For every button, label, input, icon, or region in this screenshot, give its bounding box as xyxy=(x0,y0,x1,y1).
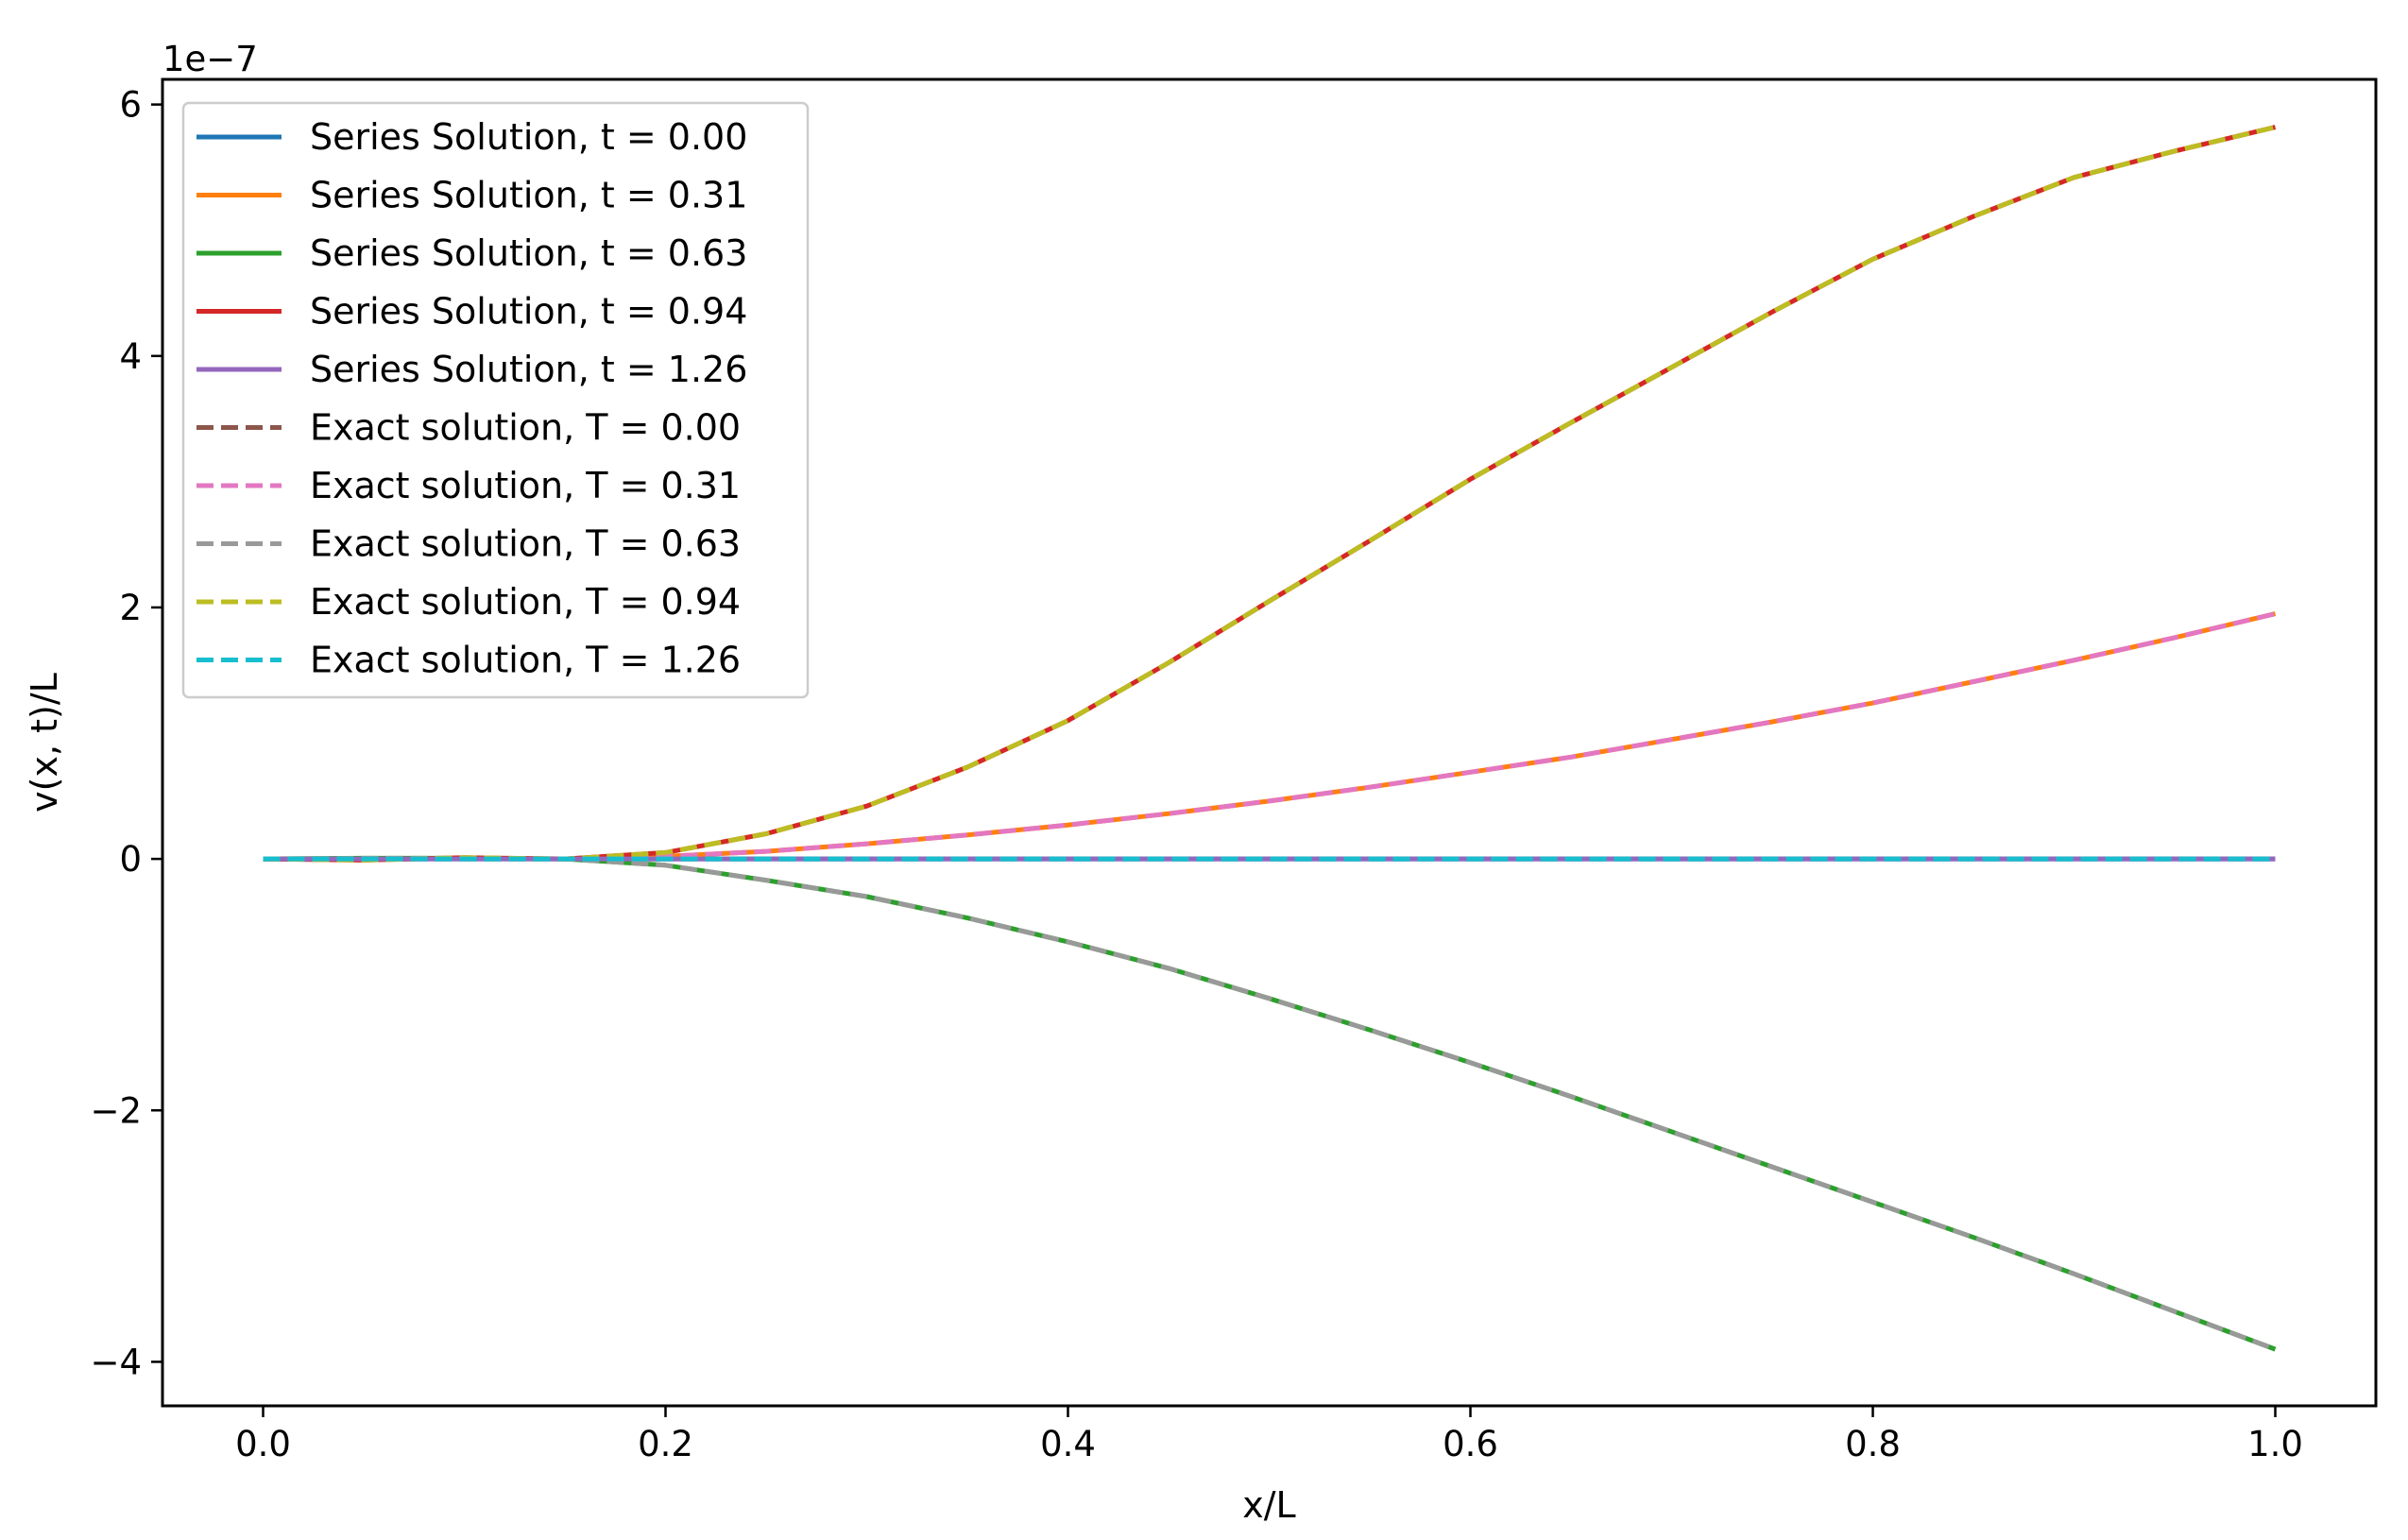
x-tick-label: 0.4 xyxy=(1040,1424,1096,1464)
legend-label-4: Series Solution, t = 1.26 xyxy=(310,349,747,390)
y-axis: −4 −2 0 2 4 6 xyxy=(90,85,162,1382)
legend-frame xyxy=(181,101,810,699)
legend-label-1: Series Solution, t = 0.31 xyxy=(310,175,747,216)
plot-frame xyxy=(161,77,2378,1408)
x-tick-label: 1.0 xyxy=(2247,1424,2303,1464)
x-tick-label: 0.2 xyxy=(638,1424,693,1464)
legend-label-0: Series Solution, t = 0.00 xyxy=(310,116,747,158)
y-tick-label: 0 xyxy=(119,839,142,880)
x-tick-label: 0.0 xyxy=(235,1424,291,1464)
y-tick-label: −2 xyxy=(90,1090,142,1131)
y-tick-label: 4 xyxy=(119,336,142,377)
y-axis-label: v(x, t)/L xyxy=(24,673,65,813)
x-tick-label: 0.6 xyxy=(1443,1424,1498,1464)
legend-label-6: Exact solution, T = 0.31 xyxy=(310,465,741,506)
y-tick-label: 6 xyxy=(119,85,142,126)
x-tick-label: 0.8 xyxy=(1845,1424,1901,1464)
legend-label-7: Exact solution, T = 0.63 xyxy=(310,523,741,565)
legend-label-9: Exact solution, T = 1.26 xyxy=(310,640,741,681)
legend-label-8: Exact solution, T = 0.94 xyxy=(310,581,741,623)
legend-label-2: Series Solution, t = 0.63 xyxy=(310,232,747,274)
x-axis-label: x/L xyxy=(1242,1484,1295,1526)
legend-label-5: Exact solution, T = 0.00 xyxy=(310,407,741,449)
y-offset-label: 1e−7 xyxy=(162,39,258,79)
series-layer xyxy=(263,125,2277,1352)
legend-label-3: Series Solution, t = 0.94 xyxy=(310,291,747,333)
legend: Series Solution, t = 0.00 Series Solution… xyxy=(181,101,810,699)
y-tick-label: −4 xyxy=(90,1342,142,1382)
x-axis: 0.0 0.2 0.4 0.6 0.8 1.0 xyxy=(235,1406,2303,1464)
y-tick-label: 2 xyxy=(119,588,142,628)
